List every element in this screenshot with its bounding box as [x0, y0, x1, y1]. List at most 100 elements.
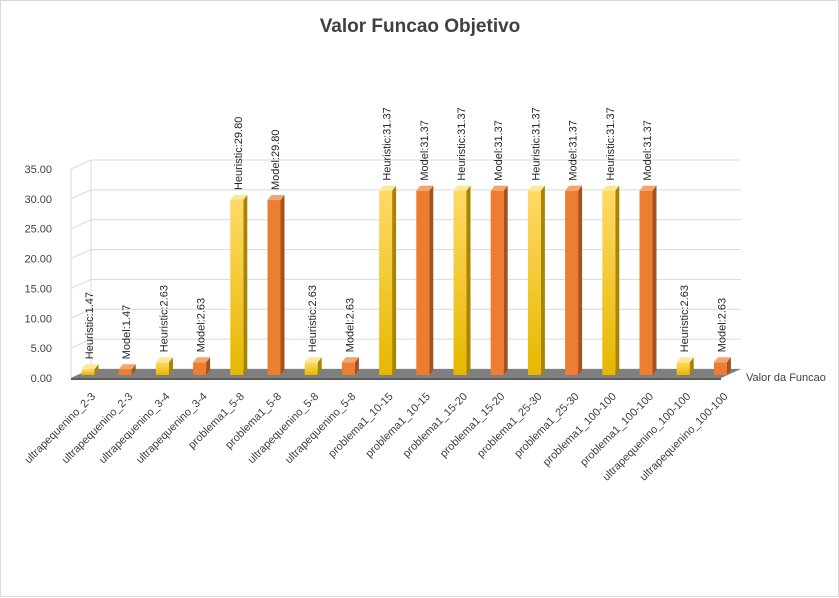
- category-label: problema1_25-30: [475, 391, 544, 460]
- data-label: Heuristic:29.80: [233, 117, 245, 190]
- bar-top: [379, 185, 397, 191]
- bar-front: [304, 362, 318, 375]
- floor-edge: [71, 378, 721, 380]
- bar-heuristic: [453, 185, 471, 375]
- bar-side: [243, 195, 248, 375]
- bar-top: [81, 364, 99, 370]
- y-tick-label: 25.00: [24, 224, 52, 236]
- bar-front: [230, 200, 244, 375]
- bar-heuristic: [676, 357, 694, 375]
- data-label: Model:31.37: [419, 120, 431, 181]
- data-label: Heuristic:31.37: [382, 107, 394, 180]
- category-label: problema1_10-15: [363, 391, 432, 460]
- bar-side: [280, 195, 285, 375]
- bar-front: [379, 190, 393, 375]
- category-label: ultrapequenino_2-3: [60, 391, 136, 467]
- y-tick-label: 10.00: [24, 313, 52, 325]
- bar-top: [453, 185, 471, 191]
- bar-side: [317, 357, 322, 375]
- bar-top: [230, 195, 248, 201]
- bar-side: [726, 357, 731, 375]
- data-label: Heuristic:2.63: [679, 285, 691, 352]
- bar-model: [713, 357, 731, 375]
- bar-heuristic: [230, 195, 248, 375]
- data-label: Model:31.37: [568, 120, 580, 181]
- bar-front: [713, 362, 727, 375]
- y-tick-label: 30.00: [24, 194, 52, 206]
- bar-heuristic: [602, 185, 620, 375]
- bar-front: [81, 369, 95, 375]
- bar-front: [565, 190, 579, 375]
- bar-model: [639, 185, 657, 375]
- data-label: Model:29.80: [270, 130, 282, 191]
- bar-front: [118, 369, 132, 375]
- bar-front: [193, 362, 207, 375]
- bar-top: [527, 185, 545, 191]
- data-label: Heuristic:31.37: [605, 107, 617, 180]
- bar-front: [527, 190, 541, 375]
- bar-side: [503, 185, 508, 375]
- bar-side: [354, 357, 359, 375]
- bar-top: [490, 185, 508, 191]
- category-label: ultrapequenino_5-8: [283, 391, 359, 467]
- y-tick-label: 35.00: [24, 164, 52, 176]
- bar-top: [565, 185, 583, 191]
- bar-side: [206, 357, 211, 375]
- bar-heuristic: [379, 185, 397, 375]
- category-label: ultrapequenino_3-4: [97, 391, 173, 467]
- bar-model: [267, 195, 285, 375]
- bar-top: [602, 185, 620, 191]
- bar-side: [168, 357, 173, 375]
- y-tick-label: 5.00: [31, 343, 52, 355]
- data-label: Model:2.63: [196, 298, 208, 352]
- bar-top: [341, 357, 359, 363]
- y-tick-label: 20.00: [24, 254, 52, 266]
- bar-heuristic: [81, 364, 99, 375]
- gridline: [70, 159, 741, 170]
- data-label: Heuristic:31.37: [530, 107, 542, 180]
- bar-heuristic: [527, 185, 545, 375]
- bar-front: [453, 190, 467, 375]
- category-label: ultrapequenino_3-4: [134, 391, 210, 467]
- bar-model: [565, 185, 583, 375]
- data-labels: Heuristic:1.47 Model:1.47 Heuristic:2.63 Mo…: [84, 107, 728, 359]
- y-axis-tick-labels: 0.00 5.00 10.00 15.00 20.00 25.00 30.00 35.00: [24, 164, 52, 385]
- category-label: ultrapequenino_5-8: [246, 391, 322, 467]
- gridlines: [70, 159, 741, 379]
- bar-top: [713, 357, 731, 363]
- bar-front: [490, 190, 504, 375]
- bar-model: [490, 185, 508, 375]
- bar-top: [118, 364, 136, 370]
- bar-front: [602, 190, 616, 375]
- bar-top: [193, 357, 211, 363]
- bar-side: [540, 185, 545, 375]
- data-label: Heuristic:2.63: [307, 285, 319, 352]
- bar-heuristic: [304, 357, 322, 375]
- bar-front: [267, 200, 281, 375]
- bar-model: [416, 185, 434, 375]
- bar-side: [689, 357, 694, 375]
- y-tick-label: 0.00: [31, 373, 52, 385]
- data-label: Model:31.37: [642, 120, 654, 181]
- data-label: Heuristic:1.47: [84, 292, 96, 359]
- bar-top: [304, 357, 322, 363]
- data-label: Model:1.47: [121, 305, 133, 359]
- bar-heuristic: [155, 357, 173, 375]
- series-axis-label: Valor da Funcao: [746, 372, 826, 384]
- bar-model: [341, 357, 359, 375]
- data-label: Model:2.63: [716, 298, 728, 352]
- bars: [81, 185, 731, 375]
- data-label: Model:31.37: [493, 120, 505, 181]
- bar-side: [578, 185, 583, 375]
- category-label: problema1_15-20: [438, 391, 507, 460]
- category-label: problema1_10-15: [326, 391, 395, 460]
- bar-top: [639, 185, 657, 191]
- bar-top: [416, 185, 434, 191]
- bar-side: [466, 185, 471, 375]
- y-tick-label: 15.00: [24, 283, 52, 295]
- data-label: Model:2.63: [344, 298, 356, 352]
- bar-top: [267, 195, 285, 201]
- bar-model: [118, 364, 136, 375]
